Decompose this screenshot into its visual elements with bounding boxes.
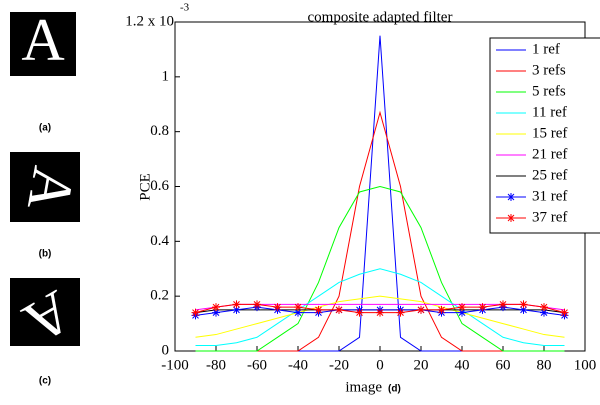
legend-label: 11 ref (532, 104, 567, 120)
x-tick-label: -20 (329, 357, 349, 373)
marker (540, 308, 548, 317)
marker (376, 308, 384, 317)
marker (458, 303, 466, 312)
series-line (195, 185, 565, 352)
marker (417, 305, 425, 314)
y-tick-label: 1 (162, 68, 170, 84)
image-box (10, 278, 80, 346)
legend-label: 25 ref (532, 167, 567, 183)
marker (191, 308, 200, 317)
marker (212, 303, 220, 312)
legend-label: 15 ref (532, 125, 567, 141)
legend-label: 1 ref (532, 41, 560, 57)
x-axis-label: image (345, 379, 382, 395)
x-tick-label: 100 (574, 357, 597, 373)
y-tick-label: 1.2 x 10 (125, 13, 174, 29)
marker (294, 303, 302, 312)
marker (519, 305, 528, 314)
x-tick-label: 60 (496, 357, 511, 373)
marker (396, 308, 405, 317)
x-tick-label: -100 (161, 357, 189, 373)
legend-marker (507, 193, 515, 201)
marker (437, 305, 446, 314)
x-tick-label: 80 (537, 357, 552, 373)
annotation: (d) (388, 384, 401, 395)
marker (273, 303, 282, 312)
marker (458, 308, 466, 317)
x-tick-label: 40 (455, 357, 470, 373)
marker (335, 305, 343, 314)
marker (232, 300, 241, 309)
y-tick-label: 0 (162, 342, 170, 358)
panel-label: (c) (39, 376, 51, 387)
panel-label: (b) (39, 249, 52, 260)
panel-c: A (c) (10, 278, 83, 387)
series-line (195, 268, 565, 347)
x-tick-label: -80 (206, 357, 226, 373)
y-tick-label: 0.8 (150, 123, 169, 139)
chart-title: composite adapted filter (308, 9, 453, 25)
y-tick-label: 0.6 (150, 178, 169, 194)
marker (232, 305, 241, 314)
glyph: A (21, 7, 64, 73)
marker (212, 308, 220, 317)
legend-label: 5 refs (532, 83, 566, 99)
series-line (195, 295, 565, 338)
legend-marker (507, 214, 515, 222)
x-tick-label: 0 (376, 357, 384, 373)
x-tick-label: -40 (288, 357, 308, 373)
legend-label: 21 ref (532, 146, 567, 162)
marker (560, 308, 569, 317)
y-axis-label: PCE (137, 173, 153, 201)
legend-label: 37 ref (532, 209, 567, 225)
panel-label: (a) (39, 123, 51, 134)
legend-label: 3 refs (532, 62, 566, 78)
y-tick-label: 0.4 (150, 233, 169, 249)
image-box (10, 12, 76, 76)
x-tick-label: -60 (247, 357, 267, 373)
marker (253, 300, 261, 309)
marker (478, 303, 487, 312)
x-tick-label: 20 (414, 357, 429, 373)
marker (519, 300, 528, 309)
marker (540, 303, 548, 312)
y-tick-label: 0.2 (150, 288, 169, 304)
marker (314, 305, 323, 314)
y-exponent: -3 (180, 2, 190, 14)
marker (499, 300, 507, 309)
panel-b: A (b) (10, 152, 87, 260)
panel-a: A (a) (10, 7, 76, 134)
legend-label: 31 ref (532, 188, 567, 204)
marker (294, 308, 302, 317)
marker (355, 308, 364, 317)
image-box (10, 152, 80, 222)
